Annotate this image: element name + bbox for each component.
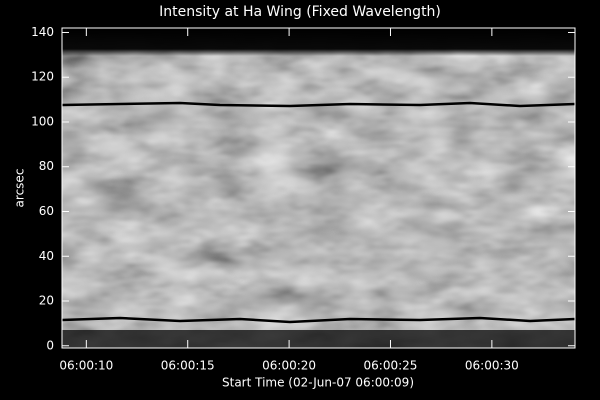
plot-frame (61, 27, 576, 349)
chart-title: Intensity at Ha Wing (Fixed Wavelength) (159, 4, 441, 20)
x-axis-title: Start Time (02-Jun-07 06:00:09) (222, 376, 414, 390)
y-axis-title: arcsec (13, 169, 27, 208)
y-tick-label: 80 (39, 159, 54, 173)
y-tick-label: 120 (31, 70, 54, 84)
image (62, 28, 575, 348)
x-tick-label: 06:00:30 (465, 359, 519, 373)
x-tick-label: 06:00:25 (364, 359, 418, 373)
y-tick-label: 100 (31, 114, 54, 128)
y-tick-label: 40 (39, 249, 54, 263)
x-tick-label: 06:00:20 (262, 359, 316, 373)
image-feature (61, 316, 576, 324)
y-tick-label: 140 (31, 25, 54, 39)
y-tick-label: 20 (39, 294, 54, 308)
image-feature (61, 101, 576, 108)
y-tick-label: 0 (46, 338, 54, 352)
image-top-dark (62, 28, 575, 56)
x-tick-label: 06:00:15 (161, 359, 215, 373)
y-tick-label: 60 (39, 204, 54, 218)
x-tick-label: 06:00:10 (59, 359, 113, 373)
image-bottom-dark (62, 330, 575, 348)
